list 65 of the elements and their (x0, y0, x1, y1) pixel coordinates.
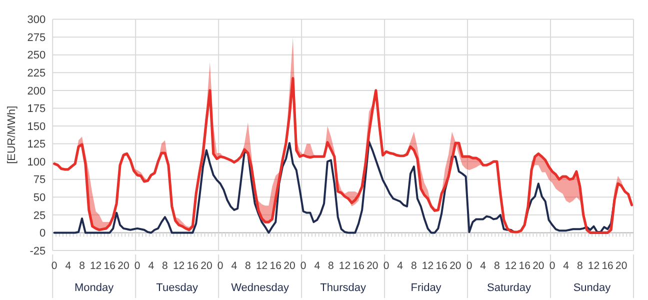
y-tick-label: 50 (33, 192, 46, 204)
x-tick-label: 16 (186, 260, 199, 272)
x-tick-label: 12 (338, 260, 351, 272)
x-tick-label: 20 (118, 260, 130, 272)
text: Friday (410, 282, 442, 294)
text: Thursday (320, 282, 366, 294)
x-tick-label: 16 (104, 260, 116, 272)
x-tick-label: 0 (466, 260, 472, 272)
x-tick-label: 4 (314, 260, 320, 272)
x-tick-label: 12 (422, 260, 434, 272)
y-tick-label: 25 (33, 210, 46, 222)
x-tick-label: 20 (284, 260, 296, 272)
x-tick-label: 20 (200, 260, 212, 272)
x-tick-label: 20 (616, 260, 628, 272)
x-tick-label: 16 (270, 260, 282, 272)
x-tick-label: 12 (90, 260, 102, 272)
x-tick-label: 16 (518, 260, 531, 272)
y-tick-label: 250 (27, 50, 46, 62)
x-tick-label: 8 (328, 260, 334, 272)
x-tick-label: 0 (549, 260, 556, 272)
x-tick-label: 0 (217, 260, 224, 272)
x-tick-label: 8 (245, 260, 252, 272)
y-tick-label: 150 (27, 120, 46, 133)
x-tick-label: 8 (162, 260, 168, 272)
x-tick-label: 4 (231, 260, 238, 272)
text: Saturday (487, 282, 532, 294)
y-tick-label: 200 (27, 85, 46, 98)
text: Sunday (573, 282, 612, 294)
y-tick-label: 175 (27, 103, 46, 116)
x-tick-label: 0 (383, 260, 390, 272)
line-series (53, 77, 634, 234)
y-tick-label: 225 (27, 68, 46, 80)
y-tick-label: 0 (39, 228, 46, 240)
x-tick-label: 0 (300, 260, 306, 272)
x-tick-label: 16 (602, 260, 614, 272)
x-tick-label: 8 (494, 260, 500, 272)
y-tick-label: 100 (27, 156, 46, 168)
text: Monday (74, 282, 114, 294)
x-tick-label: 4 (563, 260, 570, 272)
x-tick-label: 0 (51, 260, 58, 272)
x-tick-label: 8 (79, 260, 86, 272)
x-tick-label: 8 (576, 260, 583, 272)
y-tick-label: 300 (27, 14, 46, 26)
y-tick-label: -25 (30, 245, 46, 258)
text: Wednesday (231, 282, 290, 294)
x-tick-label: 4 (397, 260, 404, 272)
x-tick-label: 20 (450, 260, 462, 272)
x-tick-label: 20 (366, 260, 378, 272)
y-tick-label: 75 (33, 174, 46, 186)
x-tick-label: 12 (172, 260, 185, 272)
x-tick-label: 4 (148, 260, 154, 272)
x-tick-label: 4 (480, 260, 486, 272)
x-tick-label: 16 (352, 260, 365, 272)
y-axis-title: [EUR/MWh] (6, 106, 18, 164)
y-tick-label: 275 (27, 32, 46, 44)
x-tick-label: 20 (532, 260, 544, 272)
text: Tuesday (156, 282, 198, 294)
x-tick-label: 12 (256, 260, 268, 272)
x-tick-label: 12 (504, 260, 517, 272)
x-tick-label: 12 (588, 260, 600, 272)
y-tick-label: 125 (27, 138, 46, 151)
x-tick-label: 0 (134, 260, 140, 272)
x-tick-label: 4 (65, 260, 72, 272)
x-tick-label: 16 (436, 260, 448, 272)
x-tick-label: 8 (411, 260, 418, 272)
